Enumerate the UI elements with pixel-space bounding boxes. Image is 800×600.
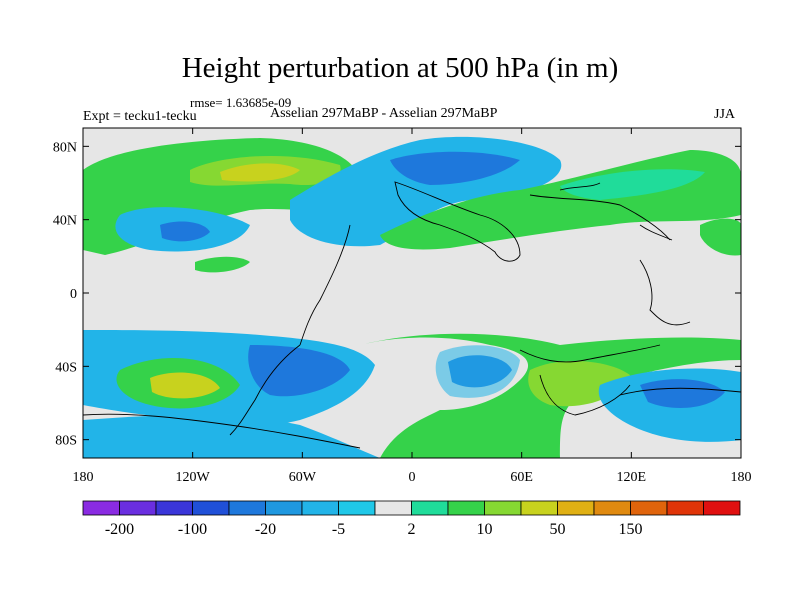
colorbar-swatch [155, 500, 193, 516]
colorbar-swatch [411, 500, 449, 516]
colorbar-label: -200 [105, 521, 134, 538]
colorbar-swatch [301, 500, 339, 516]
coastline-southern-block [539, 374, 631, 416]
colorbar-label: 50 [550, 521, 566, 538]
rmse-label: rmse= 1.63685e-09 [190, 95, 292, 110]
experiment-label: Expt = tecku1-tecku [83, 109, 197, 124]
contour-negative-north-core [390, 151, 520, 185]
comparison-label: Asselian 297MaBP - Asselian 297MaBP [270, 106, 498, 121]
x-tick-label: 60E [510, 470, 533, 485]
colorbar-label: 10 [477, 521, 493, 538]
x-tick-label: 60W [289, 470, 317, 485]
coastline-east-islands [639, 259, 691, 326]
colorbar-label: -5 [332, 521, 345, 538]
colorbar-swatch [192, 500, 230, 516]
contour-positive-nw-peak [220, 163, 300, 182]
colorbar-swatch [593, 500, 631, 516]
map-title: Height perturbation at 500 hPa (in m) [181, 52, 619, 84]
contour-negative-npac-core [160, 221, 210, 242]
colorbar-swatch [630, 500, 668, 516]
coastline-south-west [229, 344, 301, 436]
colorbar-swatch [703, 500, 741, 516]
colorbar-label: -20 [255, 521, 276, 538]
contour-positive-sw-core [150, 372, 220, 399]
contour-fields [83, 136, 741, 458]
x-tick-label: 0 [409, 470, 416, 485]
coastlines [83, 181, 741, 449]
colorbar-swatch [374, 500, 412, 516]
coastline-polar-east [619, 387, 741, 396]
colorbar-swatch [557, 500, 595, 516]
coastline-polar-west [83, 413, 361, 449]
y-tick-label: 80N [53, 140, 77, 155]
contour-positive-tropics [195, 256, 250, 273]
contour-negative-south [83, 415, 380, 458]
x-axis: 180 120W 60W 0 60E 120E 180 [73, 128, 752, 485]
colorbar-swatch [484, 500, 522, 516]
contour-negative-se-core [640, 379, 725, 408]
colorbar-swatch [265, 500, 303, 516]
contour-negative-sw-core [248, 345, 350, 397]
coastline-continent-north [394, 181, 521, 262]
colorbar-label: 2 [408, 521, 416, 538]
y-tick-label: 80S [55, 434, 77, 449]
x-tick-label: 120E [617, 470, 647, 485]
contour-positive-ne-edge [560, 169, 705, 200]
y-tick-label: 0 [70, 287, 77, 302]
coastline-west-margin [299, 224, 351, 346]
x-tick-label: 120W [176, 470, 211, 485]
colorbar-swatch [338, 500, 376, 516]
contour-positive-far-east [700, 218, 741, 256]
x-tick-label: 180 [73, 470, 94, 485]
colorbar-swatch [82, 500, 120, 516]
colorbar-swatch [666, 500, 704, 516]
colorbar: -200 -100 -20 -5 2 10 50 150 [82, 500, 741, 538]
x-tick-label: 180 [731, 470, 752, 485]
coastline-island-east [639, 224, 673, 241]
colorbar-swatch [447, 500, 485, 516]
contour-negative-atlantic-edge [435, 345, 520, 398]
coastline-island-north [559, 182, 601, 191]
y-tick-label: 40S [55, 360, 77, 375]
coastline-east-north [529, 194, 671, 241]
colorbar-swatch [119, 500, 157, 516]
colorbar-label: 150 [619, 521, 643, 538]
y-tick-label: 40N [53, 214, 77, 229]
colorbar-label: -100 [178, 521, 207, 538]
colorbar-swatch [520, 500, 558, 516]
coastline-south-central [519, 344, 661, 363]
season-label: JJA [714, 107, 736, 122]
y-axis: 80N 40N 0 40S 80S [53, 140, 741, 449]
colorbar-swatch [228, 500, 266, 516]
